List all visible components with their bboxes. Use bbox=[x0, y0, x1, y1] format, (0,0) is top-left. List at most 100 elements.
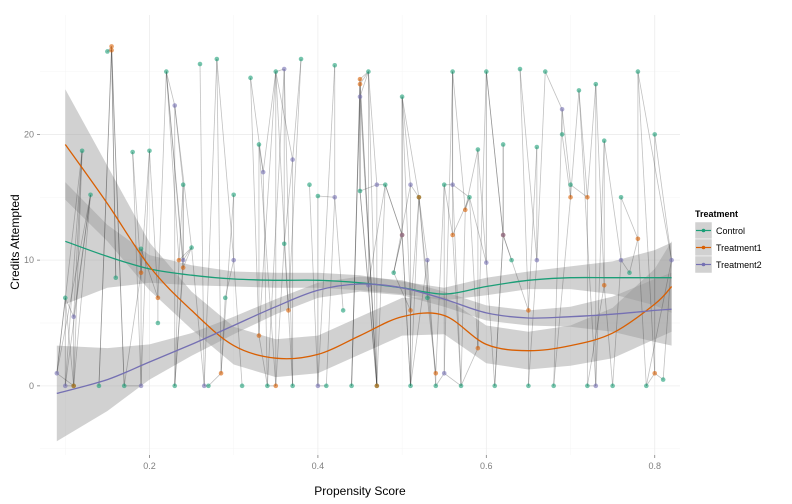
match-line bbox=[637, 71, 672, 261]
point-control bbox=[231, 192, 236, 198]
point-treatment2 bbox=[138, 383, 144, 389]
point-treatment1 bbox=[526, 308, 531, 313]
match-line bbox=[502, 234, 512, 261]
match-line bbox=[359, 71, 369, 97]
match-line bbox=[401, 234, 411, 386]
match-line bbox=[292, 58, 302, 160]
point-control bbox=[298, 56, 304, 62]
match-line bbox=[561, 134, 571, 198]
point-control bbox=[281, 241, 287, 247]
match-line bbox=[258, 335, 268, 386]
match-line bbox=[250, 77, 264, 173]
point-control bbox=[585, 383, 590, 389]
point-control bbox=[391, 270, 396, 276]
match-line bbox=[460, 347, 479, 387]
match-line bbox=[250, 77, 260, 336]
point-treatment1 bbox=[450, 232, 455, 238]
match-line bbox=[283, 159, 294, 244]
match-line bbox=[410, 184, 420, 198]
point-control bbox=[121, 383, 127, 389]
match-line bbox=[519, 69, 529, 311]
match-line bbox=[359, 84, 378, 386]
match-line bbox=[359, 184, 377, 192]
point-control bbox=[180, 182, 186, 188]
point-treatment1 bbox=[109, 47, 114, 53]
legend-title: Treatment bbox=[695, 209, 738, 219]
confidence-ribbon-treatment1 bbox=[65, 89, 672, 378]
match-line bbox=[469, 197, 479, 349]
match-line bbox=[426, 297, 437, 374]
match-line bbox=[443, 71, 454, 374]
point-control bbox=[265, 383, 270, 389]
match-line bbox=[56, 372, 74, 387]
point-treatment2 bbox=[500, 232, 506, 238]
point-control bbox=[601, 138, 607, 144]
point-treatment2 bbox=[290, 157, 295, 162]
match-line bbox=[494, 234, 504, 386]
point-treatment2 bbox=[374, 182, 380, 188]
match-line bbox=[132, 152, 142, 386]
match-line bbox=[111, 46, 117, 278]
match-line bbox=[73, 150, 83, 317]
match-line bbox=[418, 197, 428, 261]
match-line bbox=[64, 150, 83, 386]
point-treatment2 bbox=[357, 94, 363, 100]
x-axis-label: Propensity Score bbox=[314, 484, 406, 498]
match-line bbox=[288, 58, 302, 311]
match-line bbox=[645, 260, 672, 386]
point-treatment1 bbox=[374, 383, 380, 389]
match-line bbox=[56, 297, 66, 374]
match-line bbox=[485, 262, 496, 386]
match-line bbox=[595, 140, 605, 386]
match-line bbox=[410, 260, 428, 386]
point-control bbox=[357, 188, 363, 194]
match-line bbox=[359, 190, 378, 386]
match-line bbox=[262, 71, 277, 173]
match-line bbox=[519, 69, 538, 261]
match-line bbox=[111, 46, 125, 386]
match-line bbox=[275, 71, 294, 160]
match-line bbox=[426, 260, 437, 386]
match-line bbox=[511, 260, 529, 311]
match-line bbox=[182, 247, 192, 261]
match-line bbox=[317, 195, 335, 198]
match-line bbox=[477, 149, 487, 263]
point-control bbox=[290, 383, 295, 389]
match-line bbox=[174, 105, 184, 185]
match-line bbox=[435, 373, 445, 387]
match-line bbox=[149, 150, 159, 298]
match-line bbox=[174, 105, 192, 248]
plot-panel bbox=[40, 15, 680, 455]
point-treatment2 bbox=[618, 257, 624, 263]
point-treatment2 bbox=[441, 370, 447, 376]
match-line bbox=[629, 238, 639, 273]
point-control bbox=[315, 193, 321, 199]
point-control bbox=[105, 49, 110, 54]
match-line bbox=[73, 194, 91, 386]
grid bbox=[40, 15, 680, 455]
point-control bbox=[382, 182, 388, 188]
match-line bbox=[334, 197, 344, 311]
point-treatment2 bbox=[669, 257, 674, 263]
match-line bbox=[220, 194, 235, 374]
match-line bbox=[452, 184, 462, 386]
point-control bbox=[551, 383, 556, 389]
point-treatment2 bbox=[450, 182, 455, 188]
match-line bbox=[178, 184, 184, 261]
match-line bbox=[203, 58, 218, 386]
match-line bbox=[258, 71, 277, 336]
point-control bbox=[517, 66, 523, 72]
point-treatment1 bbox=[218, 370, 224, 376]
match-line bbox=[199, 64, 205, 386]
point-treatment1 bbox=[357, 76, 363, 82]
point-treatment2 bbox=[180, 257, 186, 263]
match-line bbox=[111, 50, 125, 386]
match-line bbox=[393, 234, 403, 273]
point-treatment1 bbox=[462, 207, 468, 213]
point-treatment2 bbox=[425, 257, 430, 263]
point-treatment2 bbox=[54, 370, 60, 376]
y-tick-label: 10 bbox=[24, 255, 34, 265]
match-line bbox=[220, 297, 226, 374]
match-line bbox=[262, 172, 268, 386]
